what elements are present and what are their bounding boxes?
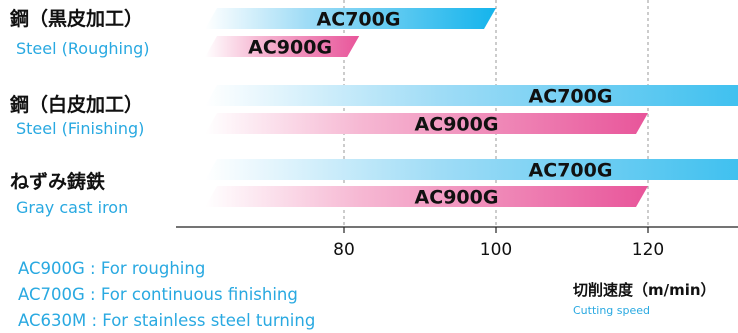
x-axis-label-en: Cutting speed [573, 304, 651, 317]
bar-label: AC900G [415, 114, 499, 136]
x-tick-label: 100 [480, 240, 512, 260]
bar-label: AC700G [317, 9, 401, 31]
category-label-jp: 鋼（黒皮加工） [10, 8, 144, 30]
bar-label: AC900G [248, 37, 332, 59]
bar-ac900g [205, 113, 648, 134]
bar-ac900g [205, 186, 648, 207]
bar-ac900g [205, 36, 360, 57]
category-label-en: Steel (Roughing) [16, 39, 150, 58]
bar-ac700g [205, 8, 496, 29]
x-tick-label: 80 [333, 240, 355, 260]
x-tick-label: 120 [632, 240, 664, 260]
grade-note: AC900G : For roughing [18, 259, 206, 278]
grade-note: AC700G : For continuous finishing [18, 285, 298, 304]
category-label-jp: 鋼（白皮加工） [10, 94, 144, 116]
category-label-en: Steel (Finishing) [16, 119, 145, 138]
grade-note: AC630M : For stainless steel turning [18, 311, 316, 330]
x-axis-label: 切削速度（m/min） [573, 281, 716, 299]
bar-label: AC700G [529, 86, 613, 108]
bar-label: AC700G [529, 160, 613, 182]
bar-ac700g [205, 85, 738, 106]
bar-ac700g [205, 159, 738, 180]
bar-label: AC900G [415, 187, 499, 209]
category-label-en: Gray cast iron [16, 198, 129, 217]
category-label-jp: ねずみ鋳鉄 [10, 171, 106, 193]
